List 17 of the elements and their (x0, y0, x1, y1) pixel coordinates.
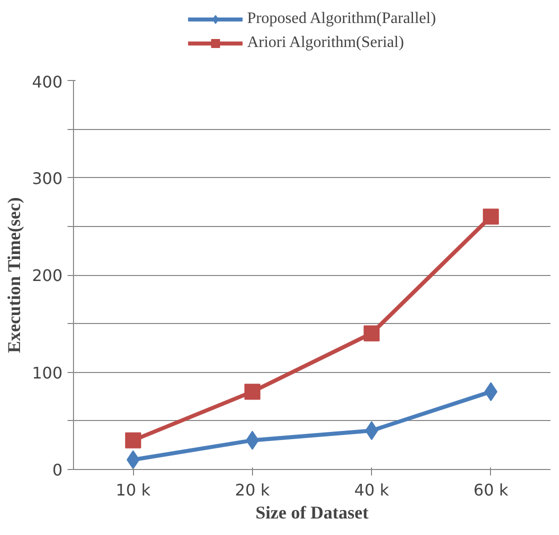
y-tick-label: 200 (32, 266, 63, 285)
point (482, 208, 499, 225)
y-tick-label: 100 (32, 363, 63, 382)
y-tick-label: 0 (52, 460, 63, 480)
point (244, 384, 260, 400)
x-axis-title: Size of Dataset (256, 502, 368, 522)
legend-label: Ariori Algorithm(Serial) (247, 34, 404, 52)
y-tick-label: 400 (32, 72, 63, 92)
x-tick-label: 20 k (235, 480, 270, 500)
x-tick-label: 40 k (354, 480, 390, 500)
y-tick-label: 300 (32, 168, 63, 188)
x-tick-label: 10 k (116, 480, 152, 500)
point (125, 432, 142, 448)
point (364, 325, 380, 342)
x-tick-label: 60 k (474, 480, 509, 500)
y-axis-title: Execution Time(sec) (4, 197, 24, 354)
legend-label: Proposed Algorithm(Parallel) (247, 10, 436, 28)
